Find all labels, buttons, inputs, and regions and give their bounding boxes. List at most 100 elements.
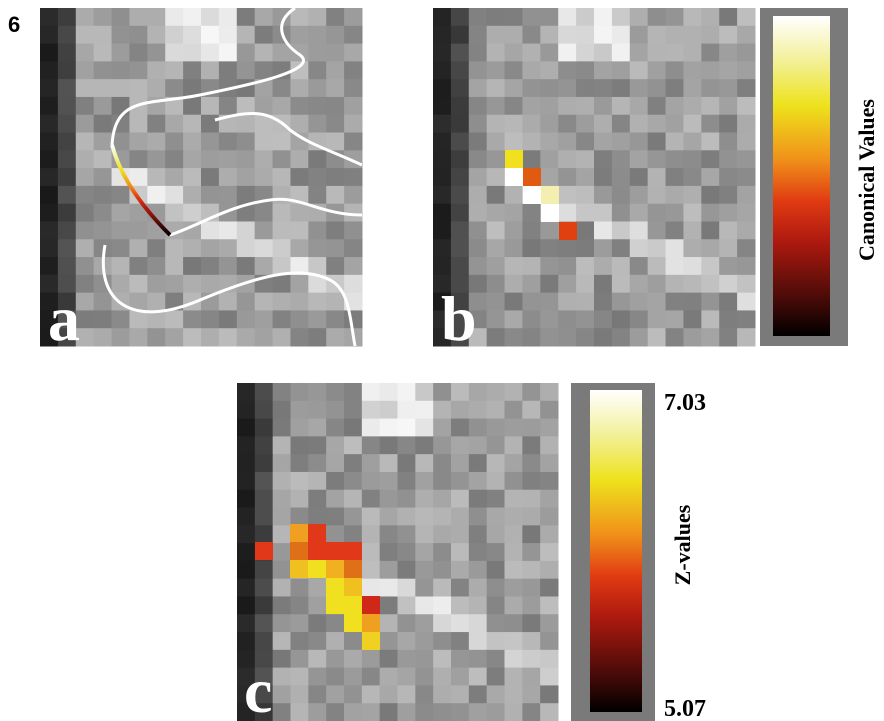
voxel (255, 383, 273, 401)
voxel (112, 204, 130, 222)
active-voxel (523, 168, 541, 186)
voxel (326, 436, 344, 454)
voxel (147, 257, 165, 275)
voxel (291, 703, 309, 721)
voxel (719, 44, 737, 62)
voxel (612, 275, 630, 293)
voxel (683, 328, 701, 346)
voxel (255, 508, 273, 526)
voxel (255, 561, 273, 579)
voxel (129, 168, 147, 186)
voxel (469, 150, 487, 168)
voxel (112, 97, 130, 115)
voxel (719, 97, 737, 115)
voxel (326, 383, 344, 401)
active-voxel (362, 596, 380, 614)
voxel (398, 454, 416, 472)
voxel (683, 257, 701, 275)
voxel (308, 436, 326, 454)
voxel (701, 115, 719, 133)
voxel (112, 310, 130, 328)
voxel (522, 543, 540, 561)
voxel (451, 508, 469, 526)
voxel (469, 472, 487, 490)
voxel (40, 186, 58, 204)
voxel (505, 490, 523, 508)
voxel (40, 257, 58, 275)
voxel (522, 239, 540, 257)
voxel (380, 614, 398, 632)
voxel (255, 436, 273, 454)
voxel (255, 525, 273, 543)
voxel (94, 79, 112, 97)
voxel (112, 275, 130, 293)
voxel (219, 150, 237, 168)
voxel (129, 61, 147, 79)
voxel (451, 79, 469, 97)
voxel (40, 97, 58, 115)
voxel (183, 61, 201, 79)
active-voxel (308, 560, 326, 578)
voxel (540, 632, 558, 650)
voxel (326, 703, 344, 721)
voxel (666, 328, 684, 346)
voxel (201, 257, 219, 275)
voxel (362, 436, 380, 454)
voxel (308, 168, 326, 186)
voxel (522, 703, 540, 721)
voxel (701, 97, 719, 115)
voxel (291, 490, 309, 508)
voxel (129, 115, 147, 133)
voxel (558, 133, 576, 151)
voxel (344, 472, 362, 490)
voxel (576, 79, 594, 97)
voxel (666, 221, 684, 239)
voxel (129, 328, 147, 346)
voxel (433, 79, 451, 97)
voxel (558, 204, 576, 222)
voxel (362, 668, 380, 686)
voxel (540, 293, 558, 311)
voxel (415, 490, 433, 508)
active-voxel (505, 150, 523, 168)
voxel (273, 275, 291, 293)
voxel (183, 328, 201, 346)
voxel (701, 79, 719, 97)
voxel (112, 44, 130, 62)
voxel (701, 44, 719, 62)
voxel (522, 419, 540, 437)
voxel (737, 293, 755, 311)
voxel (237, 310, 255, 328)
voxel (201, 275, 219, 293)
voxel (540, 508, 558, 526)
voxel (273, 293, 291, 311)
voxel (344, 668, 362, 686)
voxel (576, 328, 594, 346)
voxel (273, 561, 291, 579)
voxel (558, 97, 576, 115)
voxel (273, 383, 291, 401)
voxel (558, 186, 576, 204)
voxel (451, 61, 469, 79)
voxel (291, 632, 309, 650)
voxel (487, 454, 505, 472)
voxel (255, 419, 273, 437)
voxel (58, 8, 76, 26)
voxel (594, 150, 612, 168)
voxel (683, 239, 701, 257)
voxel (326, 44, 344, 62)
voxel (576, 61, 594, 79)
voxel (719, 8, 737, 26)
voxel (237, 168, 255, 186)
voxel (522, 328, 540, 346)
voxel (58, 257, 76, 275)
voxel (237, 186, 255, 204)
voxel (40, 8, 58, 26)
voxel (522, 275, 540, 293)
voxel (237, 436, 255, 454)
voxel (344, 508, 362, 526)
voxel (701, 8, 719, 26)
voxel (737, 133, 755, 151)
active-voxel (559, 222, 577, 240)
voxel (451, 472, 469, 490)
